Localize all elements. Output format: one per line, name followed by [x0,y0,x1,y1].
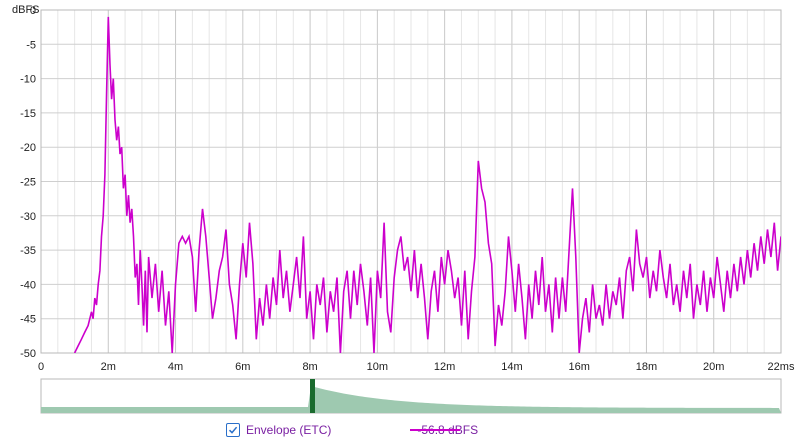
plot-frame [40,9,782,354]
x-tick-label: 2m [101,361,116,373]
x-tick-label: 12m [434,361,455,373]
y-tick-label: -40 [20,279,36,291]
checkmark-icon [228,426,238,434]
envelope-checkbox[interactable] [226,423,240,437]
x-tick-label: 18m [636,361,657,373]
legend-line-swatch [410,429,460,431]
overview-strip[interactable] [40,378,782,414]
y-tick-label: -50 [20,348,36,360]
y-tick-label: -10 [20,74,36,86]
y-tick-label: -25 [20,177,36,189]
tick-labels: 0-5-10-15-20-25-30-35-40-45-500 2m 4m 6m 8m 1… [20,5,795,373]
y-axis-title: dBFS [12,4,40,16]
x-tick-label: 10m [367,361,388,373]
overview-view-marker[interactable] [310,379,315,413]
legend-label: Envelope (ETC) [246,423,332,437]
y-tick-label: -30 [20,211,36,223]
x-tick-label: 14m [501,361,522,373]
etc-chart: 0-5-10-15-20-25-30-35-40-45-500 2m 4m 6m 8m 1… [12,4,795,414]
overview-envelope-fill [41,386,781,413]
legend: Envelope (ETC) -56.8 dBFS [226,421,478,439]
series-line-envelope [73,16,781,353]
x-tick-label: 6m [235,361,250,373]
y-tick-label: 0 [30,5,36,17]
x-tick-label: 22ms [768,361,795,373]
x-tick-label: 8m [302,361,317,373]
y-tick-label: -45 [20,314,36,326]
y-tick-label: -5 [26,39,36,51]
x-tick-label: 20m [703,361,724,373]
y-tick-label: -20 [20,142,36,154]
x-tick-label: 0 [38,361,44,373]
y-tick-label: -35 [20,245,36,257]
y-tick-label: -15 [20,108,36,120]
grid [40,9,782,354]
x-tick-label: 4m [168,361,183,373]
x-tick-label: 16m [568,361,589,373]
